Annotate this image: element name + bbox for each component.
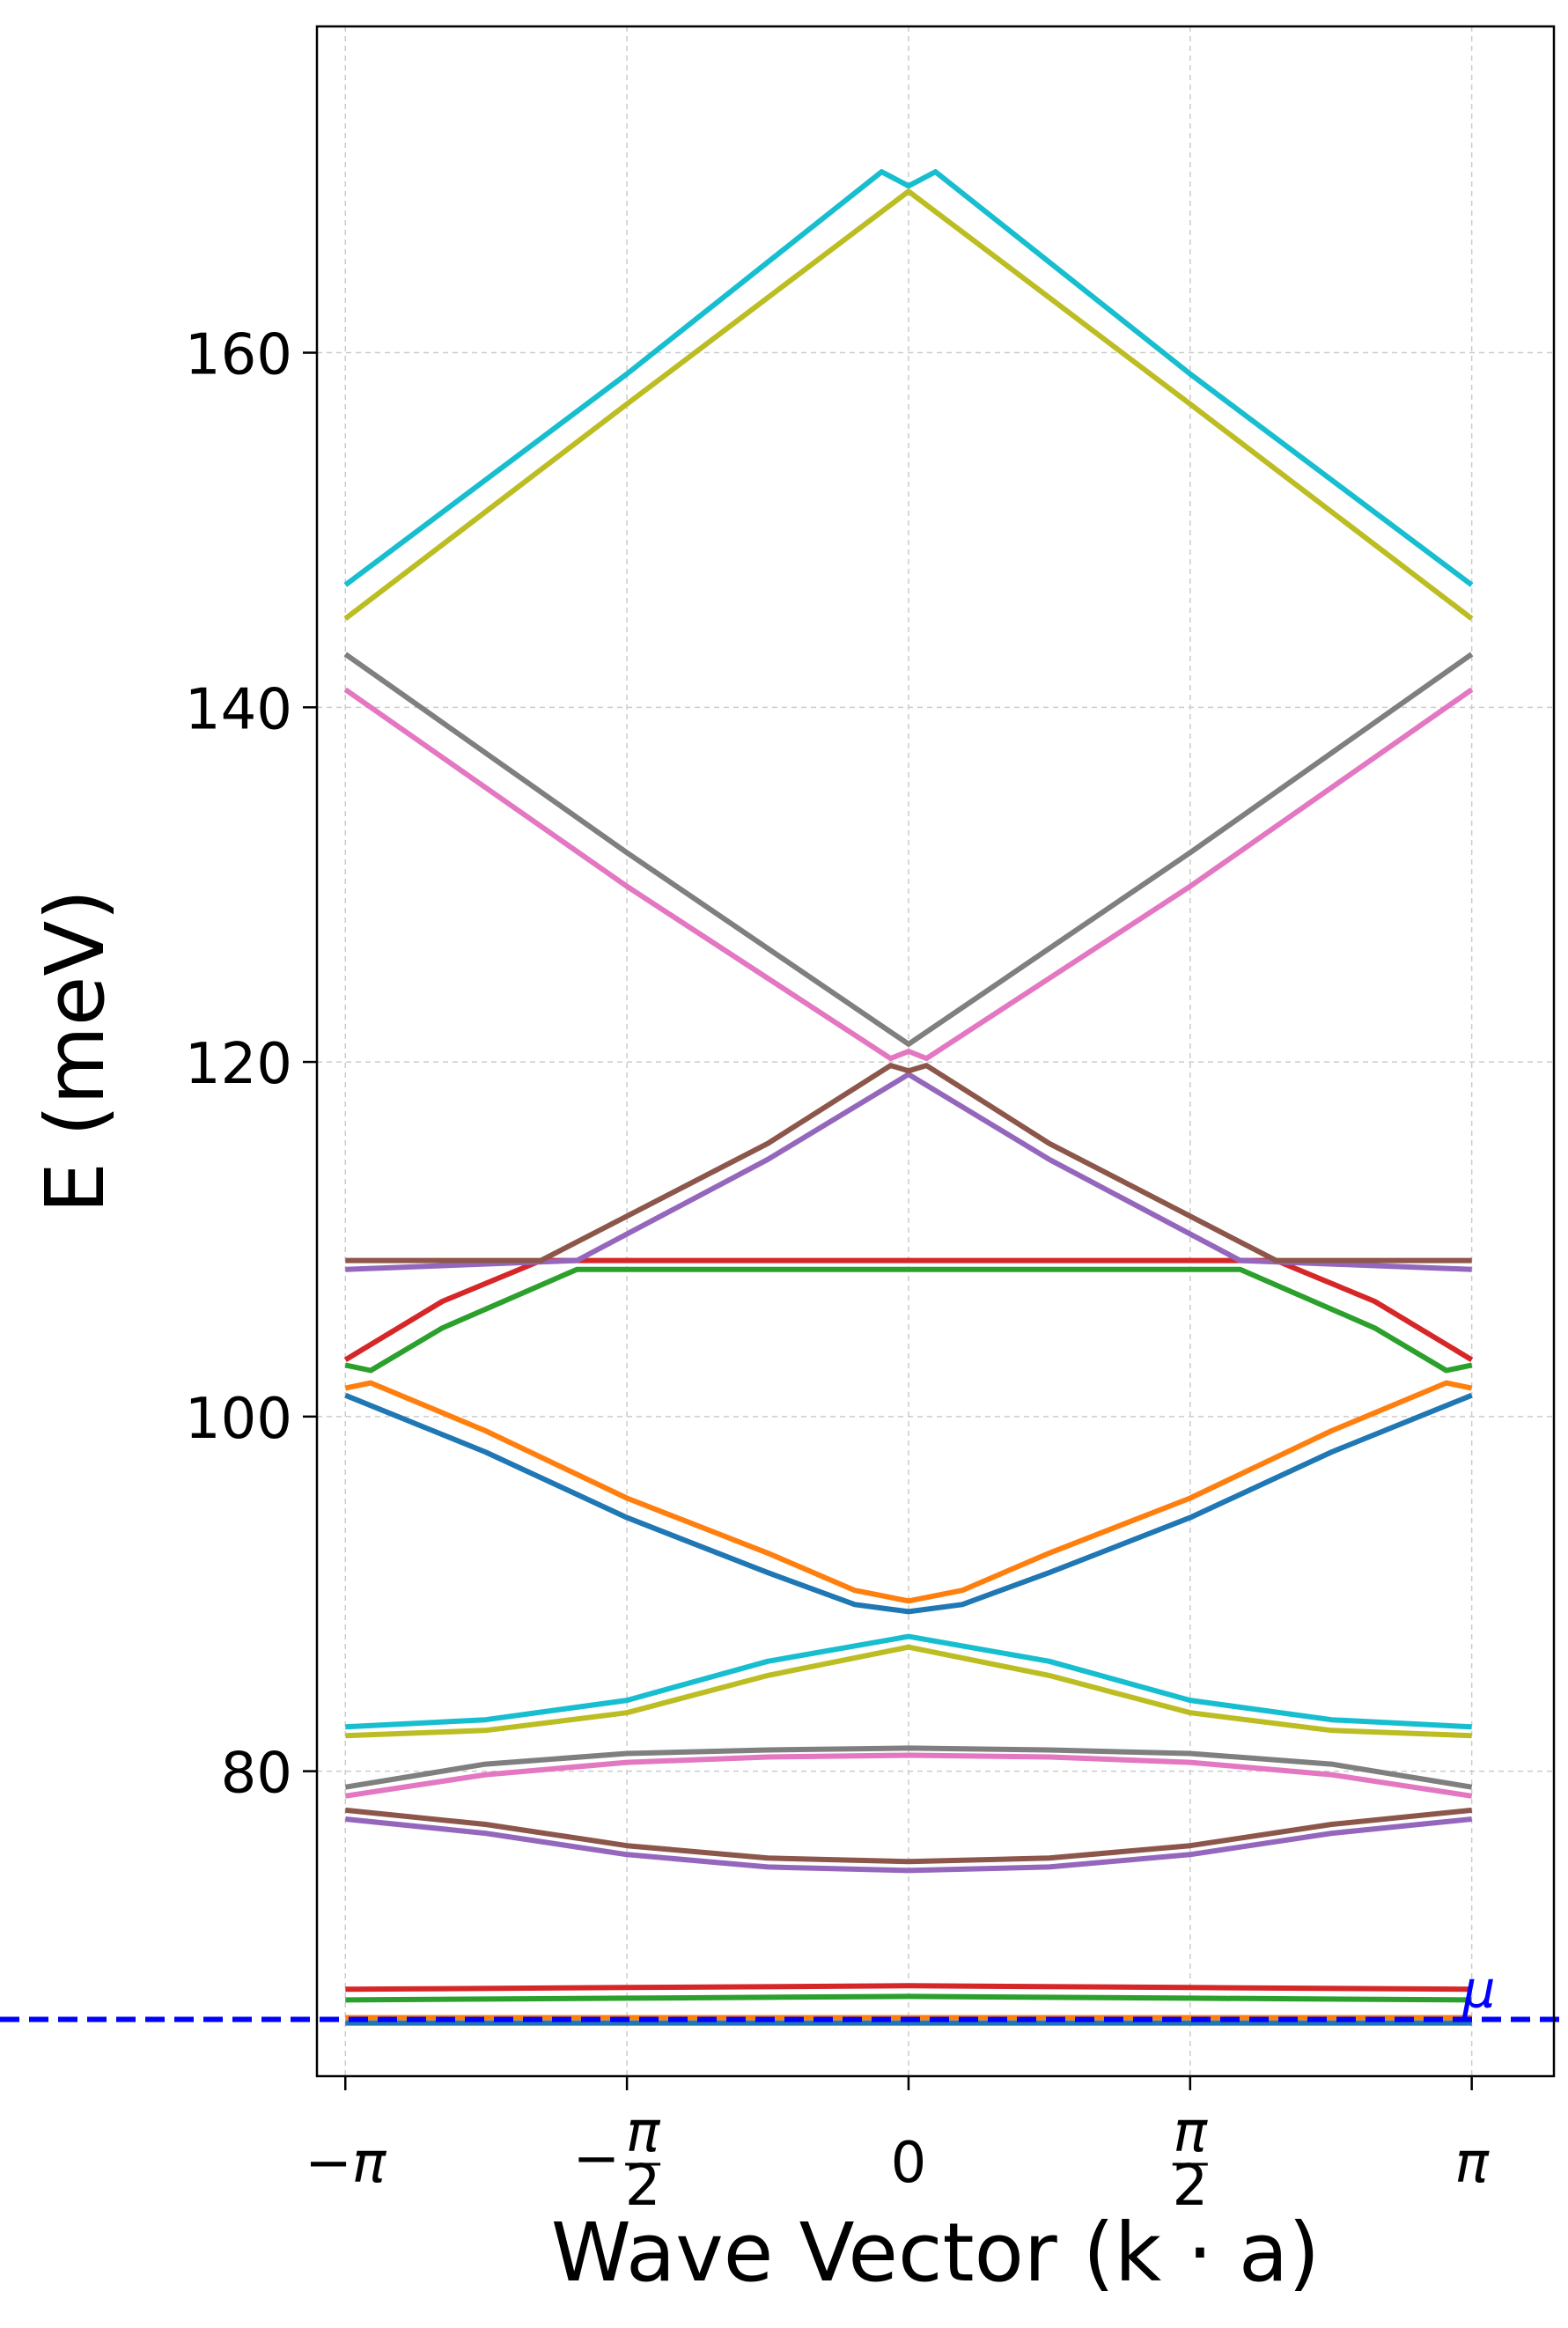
band-15: [345, 1063, 1472, 1263]
x-axis-title: Wave Vector (k · a): [551, 2206, 1320, 2300]
y-tick-label: 140: [185, 677, 292, 742]
band-19: [343, 169, 1474, 587]
y-tick-label: 100: [185, 1387, 292, 1452]
band-8: [345, 1644, 1472, 1739]
band-17: [343, 652, 1474, 1047]
x-tick-minus: −: [572, 2126, 620, 2192]
band-11: [344, 1380, 1473, 1604]
x-tick-label: 0: [891, 2131, 927, 2196]
band-5: [344, 1807, 1473, 1865]
y-tick-label: 120: [185, 1032, 292, 1097]
x-tick-label: −π: [305, 2131, 387, 2196]
band-10: [344, 1392, 1473, 1615]
x-tick-label: π2: [1172, 2100, 1208, 2219]
band-12: [344, 1266, 1473, 1374]
band-14: [345, 1072, 1472, 1272]
band-4: [344, 1816, 1473, 1874]
y-axis-title: E (meV): [28, 889, 122, 1213]
x-tick-denominator: 2: [625, 2154, 661, 2219]
band-16: [343, 687, 1474, 1062]
band-18: [343, 188, 1474, 621]
plot-frame: [315, 25, 1556, 2078]
x-tick-label: π: [1454, 2131, 1490, 2196]
band-2: [345, 1993, 1472, 2003]
x-tick-numerator: π: [1174, 2100, 1209, 2165]
x-tick-numerator: π: [626, 2100, 661, 2165]
chemical-potential: μ: [0, 1960, 1568, 2022]
x-tick-label: − π2: [572, 2100, 660, 2219]
mu-label: μ: [1462, 1960, 1496, 2020]
band-6: [344, 1752, 1473, 1799]
band-13: [343, 1257, 1474, 1362]
band-3: [345, 1983, 1472, 1993]
y-tick-label: 80: [221, 1742, 292, 1807]
y-tick-label: 160: [185, 323, 292, 388]
band-7: [344, 1745, 1473, 1790]
band-9: [345, 1633, 1472, 1730]
x-tick-denominator: 2: [1172, 2154, 1208, 2219]
